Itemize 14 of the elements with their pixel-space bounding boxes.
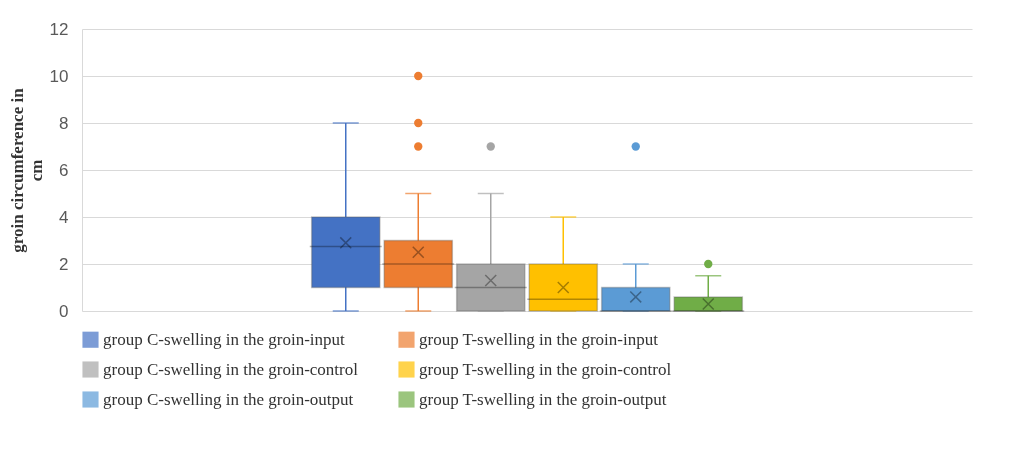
y-tick-label: 4 <box>59 207 69 227</box>
legend-label: group C-swelling in the groin-control <box>103 359 359 379</box>
legend-label: group C-swelling in the groin-output <box>103 389 354 409</box>
legend-label: group C-swelling in the groin-input <box>103 329 346 349</box>
y-axis-title: groin circumference in cm <box>7 87 46 253</box>
legend-label: group T-swelling in the groin-output <box>419 389 667 409</box>
y-tick-label: 6 <box>59 160 69 180</box>
legend-label: group T-swelling in the groin-control <box>419 359 672 379</box>
y-tick-label: 12 <box>49 19 69 39</box>
y-tick-label: 2 <box>59 254 69 274</box>
y-tick-label: 0 <box>59 301 69 321</box>
y-tick-label: 8 <box>59 113 69 133</box>
y-tick-label: 10 <box>49 66 69 86</box>
legend-label: group T-swelling in the groin-input <box>419 329 659 349</box>
